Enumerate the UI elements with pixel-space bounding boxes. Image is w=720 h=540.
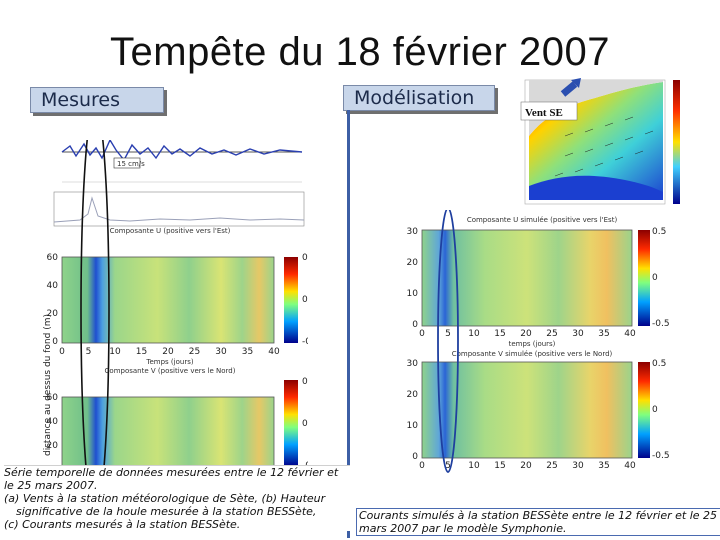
caption-line-2: (a) Vents à la station météorologique de…	[4, 492, 326, 505]
mesures-tag: Mesures	[30, 87, 164, 113]
model-x-tick-label: 15	[494, 461, 505, 471]
x-tick-label: 10	[109, 347, 121, 357]
x-tick-label: 35	[242, 347, 253, 357]
wind-arrow-icon	[560, 81, 578, 97]
x-tick-label: 30	[215, 347, 227, 357]
u-colorbar	[284, 257, 298, 343]
x-axis-label: Temps (jours)	[145, 358, 193, 366]
wind-panel: 15 cm/s	[61, 140, 303, 183]
model-x-tick-label: 0	[419, 329, 425, 339]
model-y-tick-label: 30	[407, 227, 419, 237]
measured-data-figure: 15 cm/s Composante U (positive vers l'Es…	[43, 140, 308, 470]
model-colorbar-tick-label: 0.5	[652, 227, 666, 237]
model-x-tick-label: 5	[445, 329, 451, 339]
wind-label: Vent SE	[525, 107, 563, 119]
model-x-tick-label: 25	[546, 461, 557, 471]
model-u-field	[421, 229, 633, 327]
colorbar-tick-label: 0.5	[302, 253, 308, 263]
y-tick-label: 60	[47, 253, 59, 263]
highlight-ellipse	[80, 140, 110, 470]
model-y-tick-label: 20	[407, 390, 419, 400]
modelisation-tag: Modélisation	[343, 85, 495, 111]
model-x-tick-label: 15	[494, 329, 505, 339]
model-x-tick-label: 35	[598, 461, 609, 471]
y-tick-label: 40	[47, 281, 59, 291]
colorbar-tick-label: -0.5	[302, 337, 308, 347]
model-u-plot-title: Composante U simulée (positive vers l'Es…	[467, 216, 618, 224]
u-component-field	[61, 256, 275, 344]
x-tick-label: 20	[162, 347, 174, 357]
model-colorbar-tick-label: 0	[652, 405, 658, 415]
model-x-tick-label: 35	[598, 329, 609, 339]
x-tick-label: 0	[59, 347, 65, 357]
model-y-tick-label: 10	[407, 289, 419, 299]
model-y-tick-label: 0	[412, 320, 418, 330]
y-tick-label: 20	[47, 441, 59, 451]
colorbar-tick-label: 0	[302, 295, 308, 305]
model-x-tick-label: 5	[445, 461, 451, 471]
model-colorbar-tick-label: 0	[652, 273, 658, 283]
model-u-colorbar	[638, 230, 650, 326]
model-y-tick-label: 10	[407, 421, 419, 431]
model-colorbar-tick-label: -0.5	[652, 319, 670, 329]
model-x-tick-label: 20	[520, 461, 532, 471]
y-tick-label: 60	[47, 393, 59, 403]
y-tick-label: 0	[52, 337, 58, 347]
model-map: Vent SE	[520, 78, 680, 205]
model-x-tick-label: 25	[546, 329, 557, 339]
model-x-tick-label: 30	[572, 461, 584, 471]
model-x-tick-label: 40	[624, 329, 636, 339]
model-x-tick-label: 20	[520, 329, 532, 339]
v-colorbar	[284, 380, 298, 466]
x-tick-label: 25	[189, 347, 200, 357]
v-plot-title: Composante V (positive vers le Nord)	[105, 367, 236, 375]
model-colorbar-tick-label: -0.5	[652, 451, 670, 461]
model-v-colorbar	[638, 362, 650, 458]
model-y-tick-label: 20	[407, 258, 419, 268]
y-tick-label: 20	[47, 309, 59, 319]
x-tick-label: 5	[86, 347, 92, 357]
y-tick-label: 40	[47, 417, 59, 427]
model-caption: Courants simulés à la station BESSète en…	[356, 508, 720, 536]
model-colorbar-tick-label: 0.5	[652, 359, 666, 369]
model-x-tick-label: 30	[572, 329, 584, 339]
model-x-tick-label: 40	[624, 461, 636, 471]
slide-title: Tempête du 18 février 2007	[110, 30, 610, 74]
u-plot-title: Composante U (positive vers l'Est)	[110, 227, 231, 235]
y-axis-label: distance au dessus du fond (m)	[43, 314, 53, 456]
map-colorbar	[673, 80, 680, 204]
model-data-figure: Composante U simulée (positive vers l'Es…	[407, 210, 670, 473]
model-v-plot-title: Composante V simulée (positive vers le N…	[452, 350, 613, 358]
caption-line-1: Série temporelle de données mesurées ent…	[4, 466, 339, 492]
model-highlight-ellipse	[437, 210, 459, 473]
colorbar-tick-label: 0.5	[302, 377, 308, 387]
wave-height-panel	[53, 191, 305, 227]
x-tick-label: 40	[268, 347, 280, 357]
divider-line	[347, 110, 350, 538]
caption-line-3: significative de la houle mesurée à la s…	[16, 505, 317, 518]
colorbar-tick-label: 0	[302, 419, 308, 429]
model-x-tick-label: 0	[419, 461, 425, 471]
model-x-label: temps (jours)	[509, 340, 556, 348]
x-tick-label: 15	[136, 347, 147, 357]
caption-line-4: (c) Courants mesurés à la station BESSèt…	[4, 518, 241, 531]
measured-caption: Série temporelle de données mesurées ent…	[4, 465, 350, 531]
model-x-tick-label: 10	[468, 461, 480, 471]
model-y-tick-label: 0	[412, 452, 418, 462]
model-y-tick-label: 30	[407, 359, 419, 369]
model-x-tick-label: 10	[468, 329, 480, 339]
speed-scale-label: 15 cm/s	[117, 160, 145, 168]
v-component-field	[61, 396, 275, 470]
